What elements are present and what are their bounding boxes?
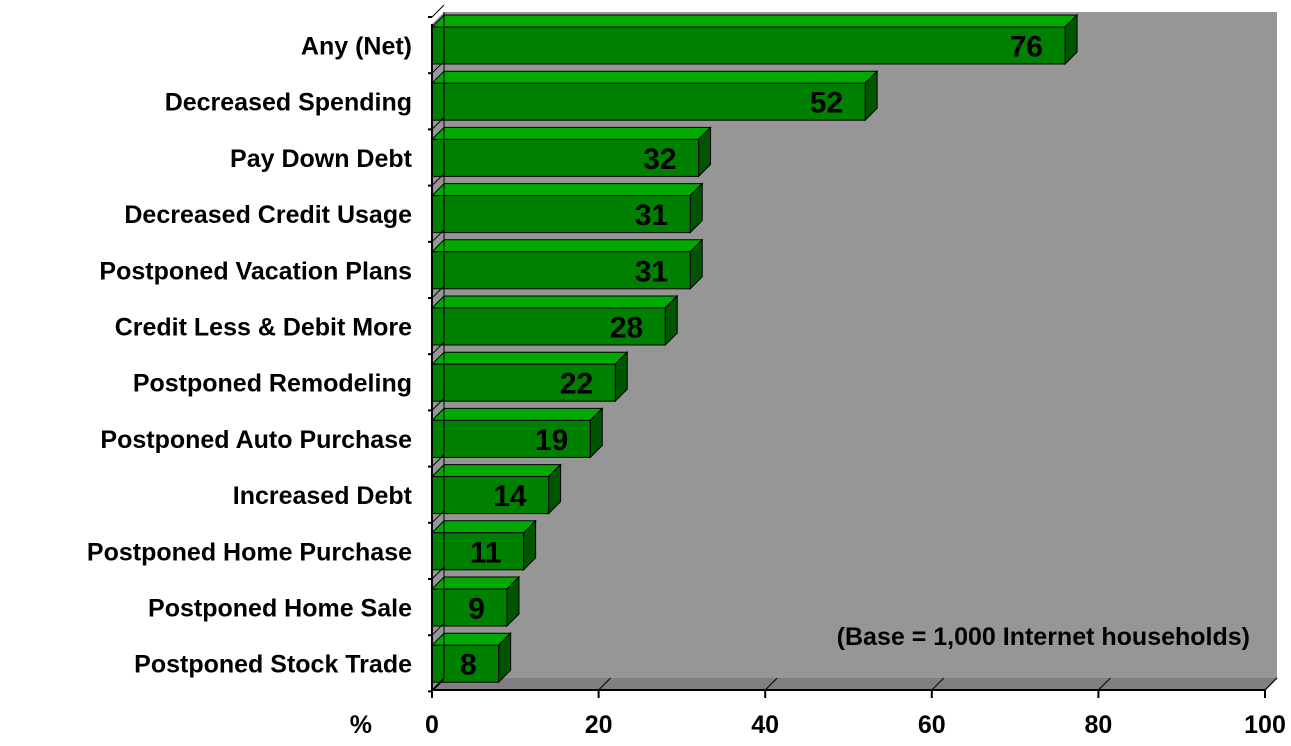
bar-group: 19 (430, 407, 604, 459)
category-label: Pay Down Debt (230, 145, 413, 173)
category-label: Any (Net) (301, 33, 412, 61)
bar-value-label: 76 (1010, 31, 1043, 64)
y-tick-mark (431, 679, 445, 692)
category-label: Increased Debt (233, 482, 413, 510)
x-tick-depth (598, 677, 611, 691)
x-tick-label: 20 (585, 711, 613, 739)
y-tick-mark (431, 454, 445, 467)
bar (431, 82, 866, 121)
bar-group: 22 (430, 350, 629, 403)
bar-top-face (430, 351, 629, 365)
bar-top-face (430, 126, 712, 140)
category-label: Postponed Home Purchase (87, 538, 412, 566)
bar-value-label: 22 (560, 368, 593, 401)
bar (431, 26, 1066, 65)
bar-value-label: 8 (460, 649, 477, 682)
base-annotation: (Base = 1,000 Internet households) (837, 623, 1250, 651)
x-tick-label: 60 (918, 711, 946, 739)
bar-value-label: 31 (635, 199, 668, 232)
x-axis-label: % (350, 711, 372, 739)
plot-area (432, 12, 1277, 690)
bar-top-face (430, 520, 537, 534)
x-tick-depth (431, 677, 445, 691)
bar (431, 195, 691, 234)
category-labels: Any (Net) Decreased Spending Pay Down Debt… (87, 33, 413, 679)
x-tick-label: 80 (1084, 711, 1112, 739)
y-tick-mark (431, 229, 445, 243)
bar-top-face (430, 70, 879, 84)
category-label: Credit Less & Debit More (115, 314, 412, 342)
x-tick-depth (1264, 677, 1278, 691)
bar-value-label: 19 (535, 424, 568, 457)
x-tick-depth (764, 677, 778, 691)
x-tick-label: 100 (1244, 711, 1286, 739)
y-tick-mark (431, 622, 445, 636)
y-tick-mark (431, 117, 445, 130)
bar (431, 532, 525, 571)
bar-value-label: 9 (468, 593, 485, 626)
x-tick-label: 40 (751, 711, 779, 739)
category-label: Postponed Stock Trade (134, 651, 412, 679)
bar (431, 307, 666, 346)
bar-value-label: 11 (470, 536, 502, 569)
x-tick-depth (931, 677, 945, 691)
axes (428, 4, 1278, 698)
bar-top-face (430, 14, 1079, 28)
y-tick-mark (431, 285, 445, 299)
category-label: Postponed Home Sale (148, 595, 412, 623)
bar-group: 31 (430, 238, 704, 291)
bar-group: 11 (430, 519, 537, 572)
bar-value-label: 31 (635, 255, 668, 288)
y-tick-mark (431, 510, 445, 524)
bar-group: 31 (430, 182, 704, 234)
x-tick-label: 0 (425, 711, 439, 739)
x-tick-labels: 0 20 40 60 80 100 (425, 711, 1286, 739)
category-label: Postponed Auto Purchase (100, 426, 412, 454)
y-tick-mark (431, 566, 445, 580)
bar-group: 9 (430, 575, 521, 628)
bar-value-label: 14 (493, 480, 527, 513)
category-label: Postponed Vacation Plans (99, 257, 412, 285)
y-tick-mark (431, 398, 445, 411)
y-tick-mark (431, 173, 445, 186)
bar-group: 52 (430, 69, 879, 122)
bar (431, 251, 691, 290)
category-label: Postponed Remodeling (133, 370, 412, 398)
category-label: Decreased Spending (165, 89, 412, 117)
y-tick-mark (431, 4, 445, 18)
bar (431, 476, 550, 515)
bar-top-face (430, 407, 604, 421)
bar-group: 8 (430, 631, 512, 684)
bar (431, 644, 500, 683)
category-label: Decreased Credit Usage (124, 201, 412, 229)
bar-value-label: 32 (643, 143, 676, 176)
bar-group: 28 (430, 294, 679, 347)
bar (431, 419, 591, 458)
bar-top-face (430, 295, 679, 309)
bar (431, 363, 616, 402)
x-tick-depth (1098, 677, 1111, 691)
plot-floor (432, 678, 1277, 690)
bar-group: 14 (430, 463, 562, 515)
bar-group: 32 (430, 126, 712, 178)
bar-top-face (430, 183, 704, 197)
bar (431, 138, 700, 177)
bar-top-face (430, 239, 704, 253)
y-tick-mark (431, 341, 445, 355)
bar-value-label: 28 (610, 312, 643, 345)
bar-value-label: 52 (810, 87, 843, 120)
y-tick-mark (431, 60, 445, 74)
bar-top-face (430, 576, 521, 590)
bar-group: 76 (430, 13, 1079, 66)
bar-top-face (430, 464, 562, 478)
